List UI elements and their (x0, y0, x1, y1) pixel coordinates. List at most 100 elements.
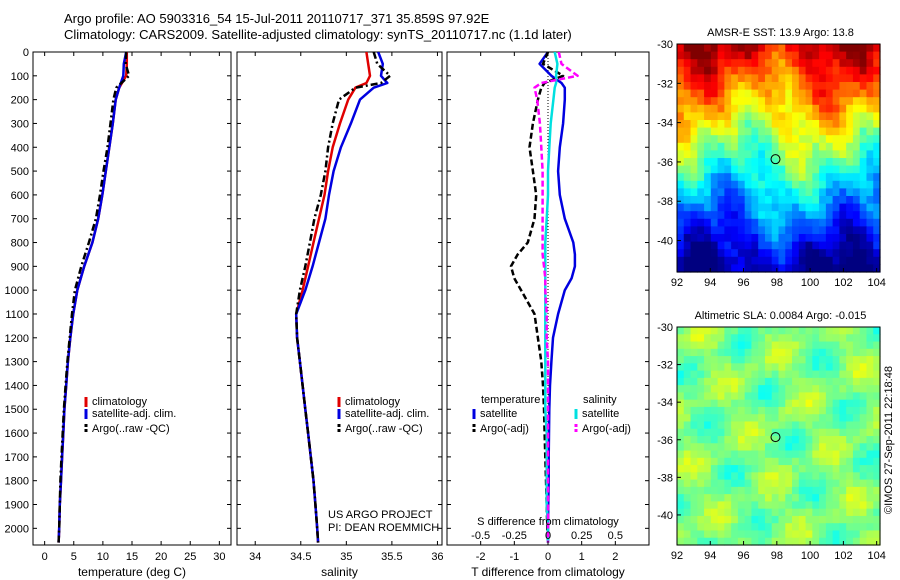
heatmap-cell (873, 377, 881, 386)
heatmap-cell (724, 537, 732, 546)
heatmap-cell (859, 465, 868, 473)
heatmap-cell (846, 399, 854, 408)
heatmap-cell (805, 334, 813, 343)
heatmap-cell (731, 112, 739, 121)
heatmap-cell (683, 508, 692, 517)
heatmap-cell (744, 249, 753, 258)
heatmap-cell (846, 59, 854, 68)
heatmap-cell (866, 363, 874, 372)
heatmap-cell (737, 530, 746, 539)
heatmap-cell (683, 406, 692, 415)
heatmap-cell (798, 74, 807, 83)
heatmap-cell (758, 436, 766, 444)
heatmap-cell (704, 501, 712, 510)
heatmap-cell (805, 203, 813, 212)
heatmap-cell (724, 348, 732, 357)
heatmap-cell (697, 356, 705, 364)
heatmap-cell (690, 399, 698, 408)
heatmap-cell (832, 479, 840, 488)
heatmap-cell (792, 457, 800, 466)
heatmap-cell (852, 465, 861, 473)
heatmap-cell (717, 112, 725, 121)
heatmap-cell (737, 537, 746, 546)
heatmap-cell (744, 256, 753, 265)
heatmap-cell (758, 150, 766, 159)
heatmap-cell (690, 188, 698, 197)
heatmap-cell (812, 377, 820, 386)
heatmap-cell (866, 494, 874, 502)
heatmap-cell (866, 406, 874, 415)
heatmap-cell (839, 256, 847, 265)
legend-label: satellite (582, 408, 619, 420)
heatmap-cell (805, 196, 813, 205)
heatmap-cell (866, 436, 874, 444)
heatmap-cell (704, 472, 712, 481)
heatmap-cell (819, 341, 827, 350)
heatmap-cell (677, 486, 685, 495)
heatmap-cell (717, 180, 725, 189)
heatmap-cell (859, 523, 868, 532)
heatmap-cell (819, 421, 827, 430)
heatmap-cell (866, 414, 874, 423)
heatmap-cell (697, 363, 705, 372)
heatmap-cell (690, 377, 698, 386)
y-tick-label: 0 (23, 47, 29, 59)
heatmap-cell (832, 327, 840, 335)
heatmap-cell (717, 472, 725, 481)
heatmap-cell (785, 256, 793, 265)
heatmap-cell (690, 234, 698, 243)
heatmap-cell (731, 348, 739, 357)
heatmap-cell (683, 44, 692, 53)
heatmap-cell (832, 264, 840, 273)
series-line-argo-raw-qc- (57, 52, 131, 543)
heatmap-cell (751, 165, 759, 174)
heatmap-cell (677, 74, 685, 83)
heatmap-cell (690, 363, 698, 372)
heatmap-cell (798, 44, 807, 53)
heatmap-cell (737, 264, 746, 273)
heatmap-cell (704, 348, 712, 357)
heatmap-cell (731, 82, 739, 91)
heatmap-cell (683, 188, 692, 197)
heatmap-cell (710, 241, 719, 250)
heatmap-cell (798, 180, 807, 189)
heatmap-cell (832, 414, 840, 423)
heatmap-cell (764, 120, 773, 129)
heatmap-cell (771, 508, 780, 517)
heatmap-cell (690, 457, 698, 466)
y-tick-label: 1100 (5, 309, 29, 321)
heatmap-cell (690, 327, 698, 335)
heatmap-cell (839, 465, 847, 473)
heatmap-cell (697, 334, 705, 343)
heatmap-cell (798, 334, 807, 343)
heatmap-cell (873, 241, 881, 250)
heatmap-cell (731, 97, 739, 106)
heatmap-cell (859, 66, 868, 75)
heatmap-cell (778, 188, 786, 197)
heatmap-cell (859, 203, 868, 212)
heatmap-cell (819, 334, 827, 343)
heatmap-cell (690, 515, 698, 524)
heatmap-cell (798, 165, 807, 174)
heatmap-cell (710, 406, 719, 415)
heatmap-cell (683, 385, 692, 393)
heatmap-cell (825, 479, 834, 488)
heatmap-cell (846, 142, 854, 151)
heatmap-cell (805, 479, 813, 488)
heatmap-cell (677, 226, 685, 235)
heatmap-cell (839, 66, 847, 75)
heatmap-cell (764, 256, 773, 265)
heatmap-cell (690, 211, 698, 220)
heatmap-cell (859, 436, 868, 444)
heatmap-cell (859, 142, 868, 151)
heatmap-cell (724, 385, 732, 393)
heatmap-cell (758, 377, 766, 386)
heatmap-cell (832, 135, 840, 144)
heatmap-cell (710, 501, 719, 510)
heatmap-cell (852, 226, 861, 235)
heatmap-cell (873, 399, 881, 408)
x-axis-label-salinity: S difference from climatology (477, 516, 619, 528)
heatmap-cell (819, 150, 827, 159)
heatmap-cell (690, 82, 698, 91)
heatmap-cell (697, 165, 705, 174)
